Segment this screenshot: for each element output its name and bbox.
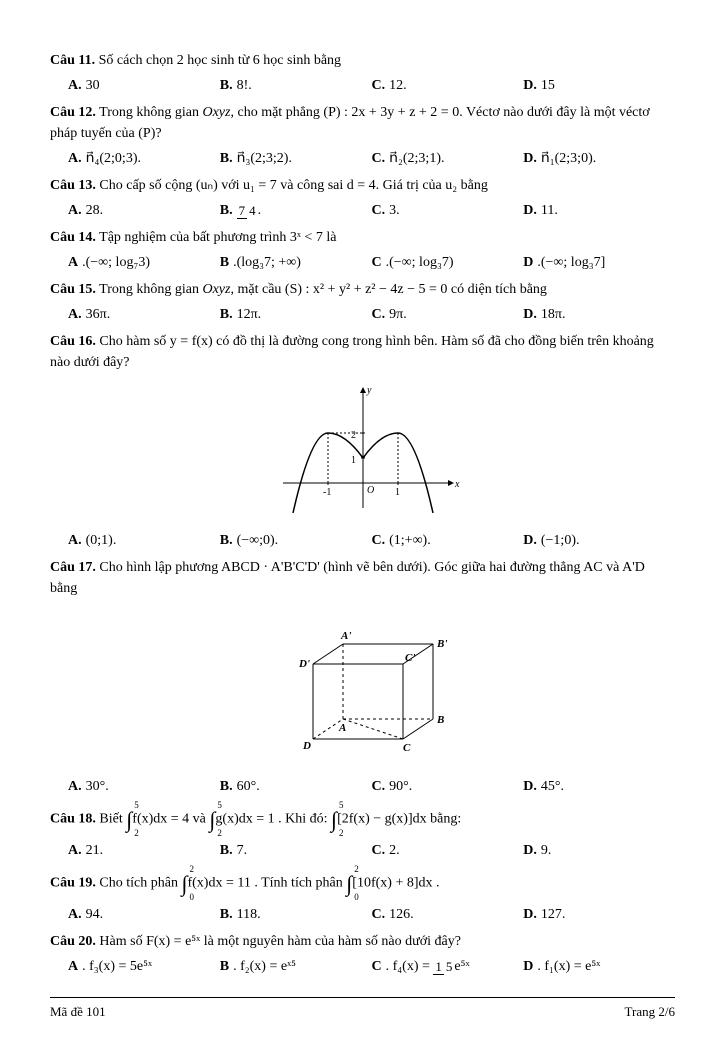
q12-a: A.n⃗₄(2;0;3). <box>68 148 220 169</box>
q18-label: Câu 18. <box>50 812 96 827</box>
q11-label: Câu 11. <box>50 53 95 68</box>
q17-c: C.90°. <box>372 776 524 797</box>
q15-c: C.9π. <box>372 304 524 325</box>
q15-options: A.36π. B.12π. C.9π. D.18π. <box>68 304 675 325</box>
q20-a: A. f₃(x) = 5e⁵ˣ <box>68 956 220 977</box>
svg-text:O: O <box>367 485 374 496</box>
q20-options: A. f₃(x) = 5e⁵ˣ B. f₂(x) = eˣ⁵ C. f₄(x) … <box>68 956 675 977</box>
q17-a: A.30°. <box>68 776 220 797</box>
q13-a: A.28. <box>68 200 220 221</box>
svg-text:1: 1 <box>351 455 356 466</box>
svg-text:-1: -1 <box>323 487 331 498</box>
svg-text:B': B' <box>436 638 447 650</box>
q14-d: D.(−∞; log₃7] <box>523 252 675 273</box>
q15-b: B.12π. <box>220 304 372 325</box>
question-13: Câu 13. Cho cấp số cộng (uₙ) với u₁ = 7 … <box>50 175 675 196</box>
q19-a: A.94. <box>68 904 220 925</box>
question-12: Câu 12. Trong không gian Oxyz, cho mặt p… <box>50 102 675 144</box>
q11-b: B.8!. <box>220 75 372 96</box>
q17-b: B.60°. <box>220 776 372 797</box>
q15-d: D.18π. <box>523 304 675 325</box>
q17-cube: A B C D A' B' C' D' <box>50 609 675 766</box>
q13-options: A.28. B.74. C.3. D.11. <box>68 200 675 221</box>
q13-c: C.3. <box>372 200 524 221</box>
q11-options: A.30 B.8!. C.12. D.15 <box>68 75 675 96</box>
q20-d: D. f₁(x) = e⁵ˣ <box>523 956 675 977</box>
question-20: Câu 20. Hàm số F(x) = e⁵ˣ là một nguyên … <box>50 931 675 952</box>
q19-c: C.126. <box>372 904 524 925</box>
q15-a: A.36π. <box>68 304 220 325</box>
question-19: Câu 19. Cho tích phân ∫02f(x)dx = 11 . T… <box>50 867 675 900</box>
footer-left: Mã đề 101 <box>50 1002 106 1022</box>
q17-label: Câu 17. <box>50 560 96 575</box>
q12-c: C.n⃗₂(2;3;1). <box>372 148 524 169</box>
svg-text:D': D' <box>298 658 310 670</box>
question-15: Câu 15. Trong không gian Oxyz, mặt cầu (… <box>50 279 675 300</box>
svg-text:1: 1 <box>395 487 400 498</box>
q18-a: A.21. <box>68 840 220 861</box>
q13-label: Câu 13. <box>50 178 96 193</box>
q16-d: D.(−1;0). <box>523 530 675 551</box>
q16-graph: x y O -1 1 1 2 <box>50 383 675 520</box>
question-17: Câu 17. Cho hình lập phương ABCD · A'B'C… <box>50 557 675 599</box>
q14-b: B.(log₃7; +∞) <box>220 252 372 273</box>
q12-label: Câu 12. <box>50 105 96 120</box>
q17-options: A.30°. B.60°. C.90°. D.45°. <box>68 776 675 797</box>
q15-label: Câu 15. <box>50 282 96 297</box>
q14-options: A.(−∞; log₇3) B.(log₃7; +∞) C.(−∞; log₃7… <box>68 252 675 273</box>
q12-options: A.n⃗₄(2;0;3). B.n⃗₃(2;3;2). C.n⃗₂(2;3;1)… <box>68 148 675 169</box>
q13-b: B.74. <box>220 200 372 221</box>
q17-d: D.45°. <box>523 776 675 797</box>
svg-text:A: A <box>338 722 346 734</box>
q16-b: B.(−∞;0). <box>220 530 372 551</box>
question-11: Câu 11. Số cách chọn 2 học sinh từ 6 học… <box>50 50 675 71</box>
q19-options: A.94. B.118. C.126. D.127. <box>68 904 675 925</box>
q13-d: D.11. <box>523 200 675 221</box>
q18-c: C.2. <box>372 840 524 861</box>
svg-text:C: C <box>403 742 411 754</box>
q20-b: B. f₂(x) = eˣ⁵ <box>220 956 372 977</box>
q11-text: Số cách chọn 2 học sinh từ 6 học sinh bằ… <box>95 53 341 68</box>
q11-d: D.15 <box>523 75 675 96</box>
q11-a: A.30 <box>68 75 220 96</box>
q18-options: A.21. B.7. C.2. D.9. <box>68 840 675 861</box>
q12-b: B.n⃗₃(2;3;2). <box>220 148 372 169</box>
question-16: Câu 16. Cho hàm số y = f(x) có đồ thị là… <box>50 331 675 373</box>
q12-d: D.n⃗₁(2;3;0). <box>523 148 675 169</box>
svg-text:y: y <box>366 385 372 396</box>
svg-text:C': C' <box>405 652 415 664</box>
q18-b: B.7. <box>220 840 372 861</box>
q14-a: A.(−∞; log₇3) <box>68 252 220 273</box>
svg-text:2: 2 <box>351 430 356 441</box>
q16-c: C.(1;+∞). <box>372 530 524 551</box>
page-footer: Mã đề 101 Trang 2/6 <box>50 997 675 1022</box>
q16-label: Câu 16. <box>50 334 96 349</box>
question-18: Câu 18. Biết ∫25f(x)dx = 4 và ∫25g(x)dx … <box>50 803 675 836</box>
svg-text:D: D <box>302 740 311 752</box>
q19-label: Câu 19. <box>50 876 96 891</box>
q16-a: A.(0;1). <box>68 530 220 551</box>
q16-options: A.(0;1). B.(−∞;0). C.(1;+∞). D.(−1;0). <box>68 530 675 551</box>
q20-label: Câu 20. <box>50 934 96 949</box>
q19-d: D.127. <box>523 904 675 925</box>
svg-text:A': A' <box>340 630 351 642</box>
q11-c: C.12. <box>372 75 524 96</box>
q14-label: Câu 14. <box>50 230 96 245</box>
q18-d: D.9. <box>523 840 675 861</box>
svg-text:x: x <box>454 479 460 490</box>
footer-right: Trang 2/6 <box>625 1002 675 1022</box>
q19-b: B.118. <box>220 904 372 925</box>
svg-text:B: B <box>436 714 444 726</box>
q20-c: C. f₄(x) = 15e⁵ˣ <box>372 956 524 977</box>
question-14: Câu 14. Tập nghiệm của bất phương trình … <box>50 227 675 248</box>
q14-c: C.(−∞; log₃7) <box>372 252 524 273</box>
